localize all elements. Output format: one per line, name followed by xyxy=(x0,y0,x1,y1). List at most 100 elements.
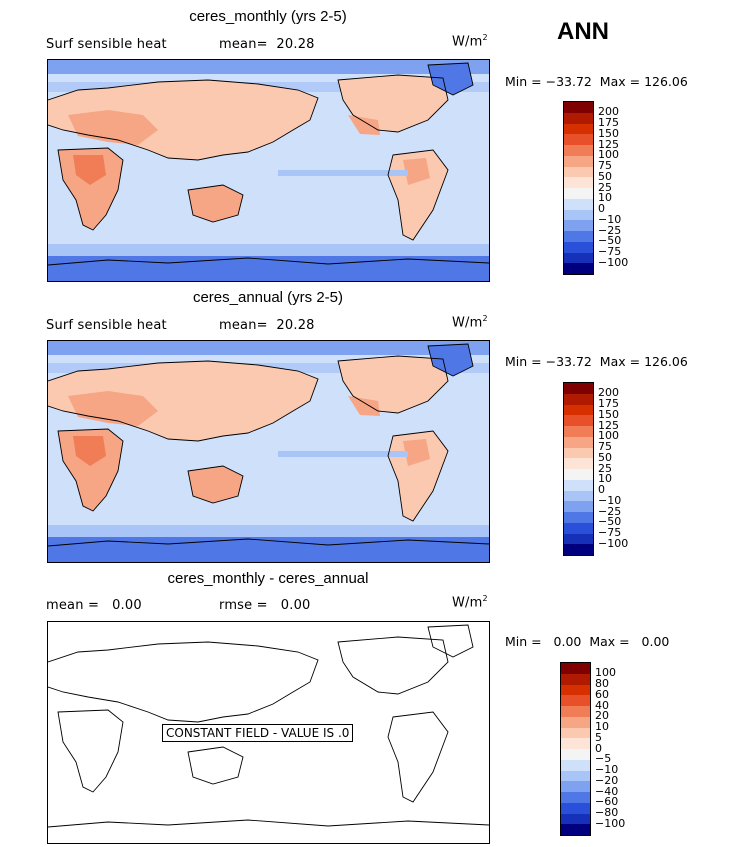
colorbar-tick-label: 60 xyxy=(595,687,609,701)
colorbar-swatch xyxy=(564,145,593,156)
colorbar-tick-label: 75 xyxy=(598,159,612,172)
panel-2-colorbar-labels: 200 175 150 125 100 75 50 25 10 0 −10 −25 −50 −75 −100 xyxy=(598,382,638,554)
colorbar-swatch xyxy=(564,134,593,145)
colorbar-swatch xyxy=(561,792,590,803)
colorbar-tick-label: 100 xyxy=(598,148,619,162)
constant-field-label: CONSTANT FIELD - VALUE IS .0 xyxy=(162,724,354,742)
colorbar-tick-label: 50 xyxy=(598,169,612,183)
colorbar-tick-label: 50 xyxy=(598,450,612,464)
colorbar-tick-label: 175 xyxy=(598,116,619,129)
panel-2-units: W/m2 xyxy=(452,314,488,331)
colorbar-swatch xyxy=(561,716,590,728)
colorbar-tick-label: 200 xyxy=(598,105,619,119)
colorbar-swatch xyxy=(564,155,593,167)
colorbar-swatch xyxy=(564,220,593,231)
colorbar-tick-label: −50 xyxy=(598,515,622,529)
colorbar-tick-label: −100 xyxy=(595,816,626,830)
colorbar-tick-label: 40 xyxy=(595,698,609,712)
panel-1-variable-label: Surf sensible heat xyxy=(46,37,167,52)
colorbar-swatch xyxy=(561,663,590,674)
colorbar-swatch xyxy=(561,727,590,739)
panel-1-units: W/m2 xyxy=(452,33,488,50)
colorbar-swatch xyxy=(564,231,593,242)
panel-3-mean: mean = 0.00 xyxy=(46,598,142,613)
colorbar-tick-label: −25 xyxy=(598,223,622,237)
season-label: ANN xyxy=(557,18,609,45)
colorbar-swatch xyxy=(564,436,593,448)
colorbar-tick-label: 175 xyxy=(598,397,619,410)
panel-3-rmse: rmse = 0.00 xyxy=(219,598,311,613)
colorbar-tick-label: 80 xyxy=(595,677,609,690)
panel-1-mean: mean= 20.28 xyxy=(219,37,315,52)
colorbar-tick-label: −5 xyxy=(595,752,612,766)
colorbar-swatch xyxy=(564,383,593,394)
colorbar-swatch xyxy=(564,426,593,437)
colorbar-tick-label: −60 xyxy=(595,795,619,809)
colorbar-tick-label: −20 xyxy=(595,773,619,787)
panel-1-map xyxy=(47,59,490,282)
colorbar-tick-label: −10 xyxy=(598,212,622,226)
colorbar-tick-label: 0 xyxy=(598,202,605,215)
colorbar-swatch xyxy=(564,479,593,491)
colorbar-swatch xyxy=(564,533,593,545)
colorbar-swatch xyxy=(561,695,590,706)
panel-1-minmax: Min = −33.72 Max = 126.06 xyxy=(505,74,688,89)
colorbar-swatch xyxy=(564,112,593,124)
panel-3-minmax: Min = 0.00 Max = 0.00 xyxy=(505,634,670,649)
panel-3-units: W/m2 xyxy=(452,594,488,611)
colorbar-tick-label: −80 xyxy=(595,806,619,819)
colorbar-tick-label: 0 xyxy=(598,483,605,496)
colorbar-tick-label: 10 xyxy=(595,720,609,733)
colorbar-swatch xyxy=(564,188,593,199)
colorbar-tick-label: 10 xyxy=(598,472,612,486)
panel-3-colorbar-labels: 100 80 60 40 20 10 5 0 −5 −10 −20 −40 −60 −80 −100 xyxy=(595,662,635,834)
colorbar-swatch xyxy=(564,415,593,426)
colorbar-swatch xyxy=(564,490,593,502)
colorbar-tick-label: 20 xyxy=(595,709,609,723)
colorbar-tick-label: −100 xyxy=(598,536,629,550)
colorbar-tick-label: 0 xyxy=(595,741,602,755)
colorbar-swatch xyxy=(564,102,593,113)
panel-1-colorbar-labels: 200 175 150 125 100 75 50 25 10 0 −10 −25 −50 −75 −100 xyxy=(598,101,638,273)
panel-2-variable-label: Surf sensible heat xyxy=(46,318,167,333)
colorbar-tick-label: 150 xyxy=(598,407,619,421)
colorbar-swatch xyxy=(564,252,593,264)
colorbar-swatch xyxy=(561,759,590,771)
colorbar-tick-label: 100 xyxy=(598,429,619,443)
colorbar-swatch xyxy=(561,781,590,792)
panel-3-colorbar xyxy=(560,662,591,836)
colorbar-tick-label: −100 xyxy=(598,255,629,269)
colorbar-swatch xyxy=(564,198,593,210)
colorbar-tick-label: −40 xyxy=(595,784,619,798)
colorbar-swatch xyxy=(564,209,593,221)
colorbar-swatch xyxy=(564,458,593,469)
colorbar-swatch xyxy=(564,522,593,534)
colorbar-tick-label: 25 xyxy=(598,180,612,194)
colorbar-swatch xyxy=(561,749,590,760)
panel-2-mean: mean= 20.28 xyxy=(219,318,315,333)
colorbar-swatch xyxy=(564,166,593,178)
colorbar-tick-label: 10 xyxy=(598,191,612,205)
colorbar-swatch xyxy=(564,404,593,416)
colorbar-tick-label: −10 xyxy=(595,763,619,776)
colorbar-swatch xyxy=(564,501,593,512)
colorbar-swatch xyxy=(564,123,593,135)
colorbar-tick-label: 75 xyxy=(598,440,612,453)
colorbar-swatch xyxy=(564,263,593,274)
colorbar-tick-label: −10 xyxy=(598,493,622,507)
colorbar-swatch xyxy=(564,393,593,405)
colorbar-swatch xyxy=(561,738,590,749)
colorbar-swatch xyxy=(561,706,590,717)
colorbar-tick-label: 200 xyxy=(598,386,619,400)
panel-3-title: ceres_monthly - ceres_annual xyxy=(167,570,369,587)
panel-1-title: ceres_monthly (yrs 2-5) xyxy=(189,8,347,25)
colorbar-tick-label: −75 xyxy=(598,245,622,258)
colorbar-tick-label: 100 xyxy=(595,666,616,680)
colorbar-swatch xyxy=(564,544,593,555)
colorbar-tick-label: 25 xyxy=(598,461,612,475)
colorbar-swatch xyxy=(564,447,593,459)
panel-2-title: ceres_annual (yrs 2-5) xyxy=(192,289,344,306)
colorbar-swatch xyxy=(561,684,590,696)
panel-2-minmax: Min = −33.72 Max = 126.06 xyxy=(505,354,688,369)
colorbar-swatch xyxy=(564,512,593,523)
